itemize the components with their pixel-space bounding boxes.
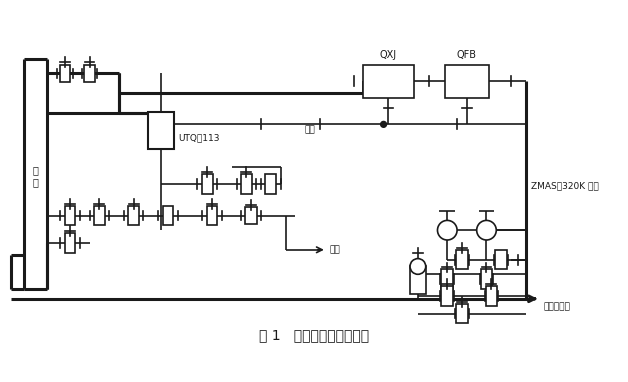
Bar <box>65 206 75 225</box>
Bar <box>441 269 453 289</box>
Circle shape <box>410 259 426 274</box>
Circle shape <box>477 220 496 240</box>
Text: 气源: 气源 <box>305 125 315 134</box>
Circle shape <box>381 121 386 127</box>
Bar <box>266 174 276 194</box>
Text: QXJ: QXJ <box>380 50 397 60</box>
Bar <box>65 233 75 253</box>
Bar <box>84 65 95 82</box>
Bar <box>148 112 174 149</box>
Bar <box>207 206 217 225</box>
Bar <box>456 304 468 323</box>
Text: 液氨去储槽: 液氨去储槽 <box>543 303 570 312</box>
Bar <box>363 65 414 98</box>
Bar <box>495 250 507 269</box>
Bar <box>441 286 453 306</box>
Bar <box>246 207 257 224</box>
Bar <box>456 250 468 269</box>
Text: QFB: QFB <box>457 50 477 60</box>
Text: ZMAS－320K 气口: ZMAS－320K 气口 <box>531 181 598 191</box>
Bar <box>241 174 252 194</box>
Bar <box>128 206 139 225</box>
Circle shape <box>438 220 457 240</box>
Bar <box>445 65 489 98</box>
Text: 图 1   原来的检测控制系统: 图 1 原来的检测控制系统 <box>259 328 369 342</box>
Text: 安
全: 安 全 <box>33 165 38 187</box>
Bar <box>410 267 426 294</box>
Bar <box>94 206 105 225</box>
Bar <box>480 269 492 289</box>
Bar <box>202 174 212 194</box>
Text: 排污: 排污 <box>330 245 340 254</box>
Bar <box>485 286 497 306</box>
Bar <box>60 65 70 82</box>
Text: UTQ－113: UTQ－113 <box>178 134 219 142</box>
Bar <box>163 206 173 225</box>
